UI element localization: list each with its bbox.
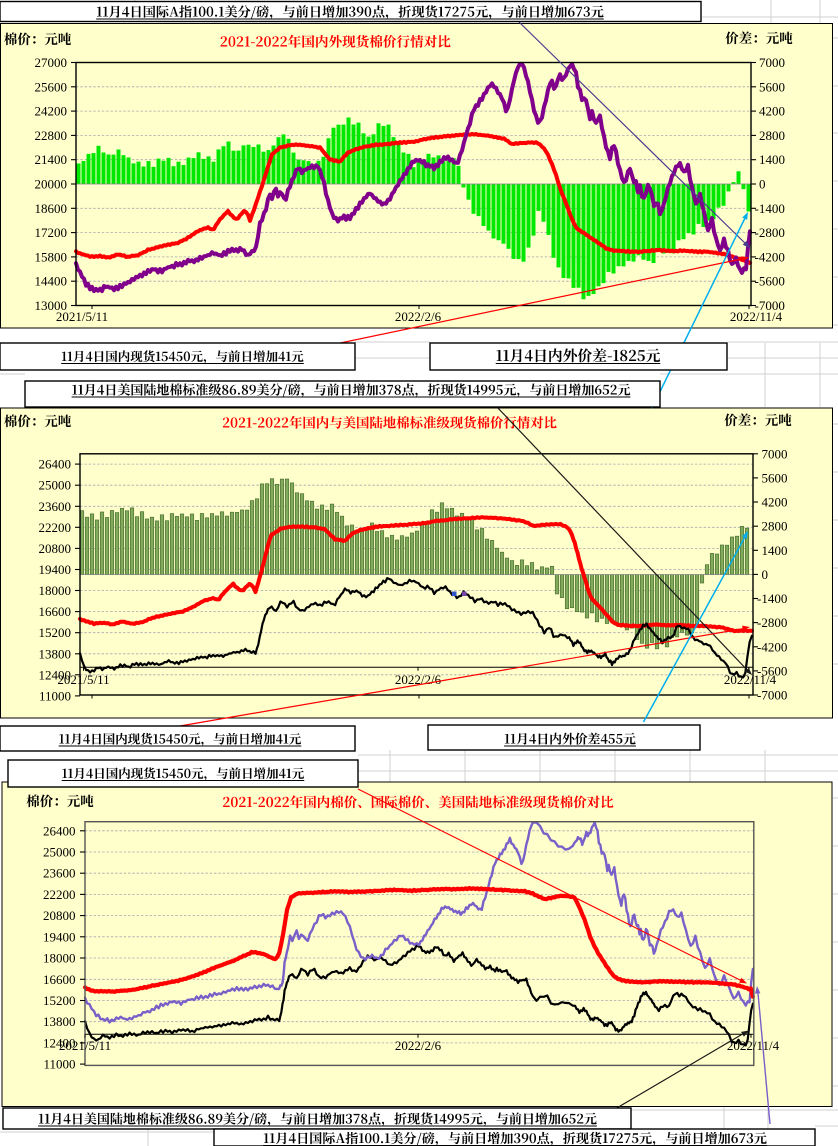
svg-text:7000: 7000 (759, 55, 785, 70)
svg-text:7000: 7000 (762, 446, 788, 461)
svg-text:2021/5/11: 2021/5/11 (57, 672, 109, 687)
svg-text:-5600: -5600 (755, 274, 785, 289)
svg-text:5600: 5600 (759, 79, 785, 94)
svg-text:5600: 5600 (762, 470, 788, 485)
svg-text:22200: 22200 (43, 887, 76, 902)
svg-text:15200: 15200 (43, 993, 76, 1008)
svg-text:21400: 21400 (35, 152, 68, 167)
svg-text:2800: 2800 (762, 519, 788, 534)
svg-text:27000: 27000 (35, 55, 68, 70)
svg-text:2021/5/11: 2021/5/11 (56, 309, 108, 324)
svg-text:18600: 18600 (35, 201, 68, 216)
svg-text:12400: 12400 (39, 667, 72, 682)
svg-text:16600: 16600 (39, 604, 72, 619)
svg-text:0: 0 (762, 567, 769, 582)
svg-text:1400: 1400 (759, 152, 785, 167)
svg-text:17200: 17200 (35, 225, 68, 240)
svg-text:2800: 2800 (759, 128, 785, 143)
svg-text:-4200: -4200 (755, 249, 785, 264)
svg-text:20800: 20800 (43, 908, 76, 923)
svg-text:22200: 22200 (39, 520, 72, 535)
svg-text:13800: 13800 (43, 1014, 76, 1029)
svg-text:-1400: -1400 (757, 591, 787, 606)
svg-text:1400: 1400 (762, 543, 788, 558)
svg-text:2022/2/6: 2022/2/6 (395, 1038, 442, 1053)
svg-text:-7000: -7000 (757, 688, 787, 703)
svg-text:13000: 13000 (35, 298, 68, 313)
svg-text:2022/11/4: 2022/11/4 (724, 672, 777, 687)
svg-text:18000: 18000 (39, 583, 72, 598)
svg-text:24200: 24200 (35, 104, 68, 119)
svg-text:20000: 20000 (35, 177, 68, 192)
svg-text:16600: 16600 (43, 972, 76, 987)
svg-text:2022/2/6: 2022/2/6 (395, 309, 442, 324)
svg-text:15200: 15200 (39, 625, 72, 640)
svg-text:-4200: -4200 (757, 639, 787, 654)
svg-text:20800: 20800 (39, 541, 72, 556)
svg-text:19400: 19400 (43, 929, 76, 944)
svg-text:25600: 25600 (35, 79, 68, 94)
svg-text:25000: 25000 (39, 478, 72, 493)
svg-text:14400: 14400 (35, 274, 68, 289)
svg-text:-2800: -2800 (755, 225, 785, 240)
svg-text:23600: 23600 (39, 499, 72, 514)
svg-text:4200: 4200 (759, 104, 785, 119)
svg-text:19400: 19400 (39, 562, 72, 577)
svg-text:23600: 23600 (43, 866, 76, 881)
svg-text:0: 0 (759, 177, 766, 192)
svg-text:-7000: -7000 (755, 298, 785, 313)
svg-text:4200: 4200 (762, 495, 788, 510)
svg-text:26400: 26400 (39, 457, 72, 472)
svg-text:2022/11/4: 2022/11/4 (727, 1038, 780, 1053)
svg-text:11000: 11000 (39, 688, 71, 703)
svg-text:-5600: -5600 (757, 663, 787, 678)
svg-text:12400: 12400 (43, 1035, 76, 1050)
svg-text:-1400: -1400 (755, 201, 785, 216)
svg-text:26400: 26400 (43, 823, 76, 838)
svg-text:13800: 13800 (39, 646, 72, 661)
svg-text:22800: 22800 (35, 128, 68, 143)
svg-text:2022/11/4: 2022/11/4 (730, 309, 783, 324)
svg-text:15800: 15800 (35, 249, 68, 264)
svg-text:11000: 11000 (43, 1057, 75, 1072)
svg-text:18000: 18000 (43, 951, 76, 966)
svg-text:-2800: -2800 (757, 615, 787, 630)
svg-text:25000: 25000 (43, 845, 76, 860)
svg-text:2021/5/11: 2021/5/11 (59, 1038, 111, 1053)
